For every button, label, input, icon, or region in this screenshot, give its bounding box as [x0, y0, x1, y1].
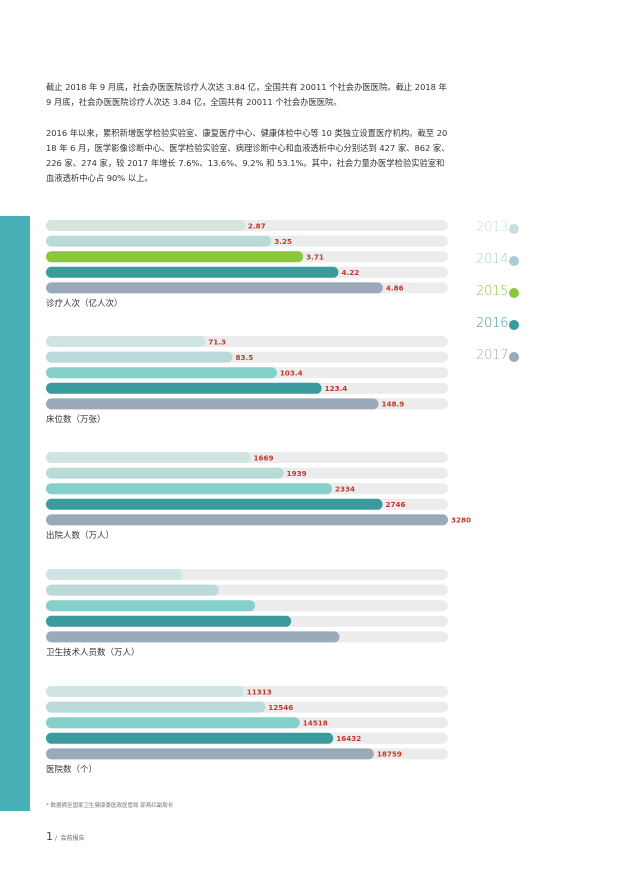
bar-2014: [46, 467, 284, 479]
chart-title: 卫生技术人员数（万人）: [46, 647, 140, 658]
bar-value-label: 18759: [377, 750, 402, 759]
legend-year-label: 2015: [476, 284, 509, 299]
bar-value-label: 4.22: [341, 268, 359, 277]
bar-value-label: 4.86: [386, 284, 404, 293]
page-number-area: 1/ 会前报告: [46, 830, 85, 843]
bar-value-label: 148.9: [382, 400, 405, 409]
bar-2017: [46, 398, 379, 410]
bar-2014: [46, 701, 266, 713]
bar-2015: [46, 483, 333, 495]
bar-2016: [46, 732, 334, 744]
bar-2015: [46, 600, 256, 612]
bar-2013: [46, 569, 183, 580]
bar-2016: [46, 266, 339, 278]
page-slash: /: [55, 835, 58, 842]
bar-2015: [46, 717, 300, 729]
bar-2013: [46, 220, 245, 231]
legend-year-label: 2016: [476, 316, 509, 331]
legend-item-2014: 2014: [476, 252, 519, 267]
bar-value-label: 3.25: [274, 237, 292, 246]
legend-item-2017: 2017: [476, 348, 519, 363]
bar-value-label: 1669: [254, 453, 274, 462]
bar-2015: [46, 367, 277, 379]
bar-value-label: 12546: [268, 703, 293, 712]
bar-2017: [46, 282, 383, 294]
bar-2013: [46, 452, 251, 463]
page-number: 1: [46, 830, 53, 843]
page-section-title: 会前报告: [60, 835, 85, 842]
circle-badge-icon: [509, 224, 519, 234]
bar-value-label: 16432: [336, 734, 361, 743]
intro-paragraph-2: 2016 年以来，累积新增医学检验实验室、康复医疗中心、健康体检中心等 10 类…: [46, 128, 450, 183]
circle-badge-icon: [509, 288, 519, 298]
bar-value-label: 2746: [386, 500, 406, 509]
circle-badge-icon: [509, 352, 519, 362]
circle-badge-icon: [509, 320, 519, 330]
chart-group-5: 11313 12546 14518 16432 18759 医院数（个）: [46, 686, 448, 775]
bar-value-label: 14518: [303, 719, 328, 728]
legend-item-2016: 2016: [476, 316, 519, 331]
bar-value-label: 103.4: [280, 369, 303, 378]
bar-value-label: 2334: [335, 485, 355, 494]
bar-value-label: 11313: [247, 687, 272, 696]
chart-group-3: 1669 1939 2334 2746 3280 出院人数（万人）: [46, 452, 471, 541]
bar-2016: [46, 498, 383, 510]
chart-group-1: 2.87 3.25 3.71 4.22 4.86 诊疗人次（亿人次）: [46, 220, 448, 309]
legend-item-2015: 2015: [476, 284, 519, 299]
bar-2017: [46, 748, 374, 760]
bar-value-label: 123.4: [325, 384, 348, 393]
bar-value-label: 2.87: [248, 221, 266, 230]
bar-value-label: 1939: [287, 469, 307, 478]
bar-2016: [46, 382, 322, 394]
bar-2014: [46, 235, 272, 247]
chart-title: 出院人数（万人）: [46, 530, 114, 541]
bar-2013: [46, 336, 206, 347]
bar-value-label: 3.71: [306, 253, 324, 262]
bar-2016: [46, 615, 292, 627]
bar-value-label: 83.5: [235, 353, 253, 362]
intro-paragraph-1: 截止 2018 年 9 月底，社会办医医院诊疗人次达 3.84 亿，全国共有 2…: [46, 82, 447, 107]
left-accent-bar: [0, 216, 30, 811]
chart-title: 诊疗人次（亿人次）: [46, 298, 123, 309]
chart-title: 床位数（万张）: [46, 414, 106, 425]
chart-group-2: 71.3 83.5 103.4 123.4 148.9 床位数（万张）: [46, 336, 448, 425]
legend-year-label: 2017: [476, 348, 509, 363]
bar-value-label: 3280: [451, 516, 471, 525]
circle-badge-icon: [509, 256, 519, 266]
bar-2013: [46, 686, 244, 697]
bar-2014: [46, 584, 219, 596]
bar-2014: [46, 351, 233, 363]
legend-year-label: 2014: [476, 252, 509, 267]
bar-2017: [46, 514, 448, 526]
chart-title: 医院数（个）: [46, 764, 97, 775]
bar-value-label: 71.3: [208, 337, 226, 346]
bar-2015: [46, 251, 304, 263]
legend-year-label: 2013: [476, 220, 509, 235]
bar-2017: [46, 631, 340, 643]
legend-item-2013: 2013: [476, 220, 519, 235]
chart-group-4: 卫生技术人员数（万人）: [46, 569, 448, 658]
footnote: * 数据摘至国家卫生健康委医政医管局 郭燕红副局长: [46, 803, 174, 809]
